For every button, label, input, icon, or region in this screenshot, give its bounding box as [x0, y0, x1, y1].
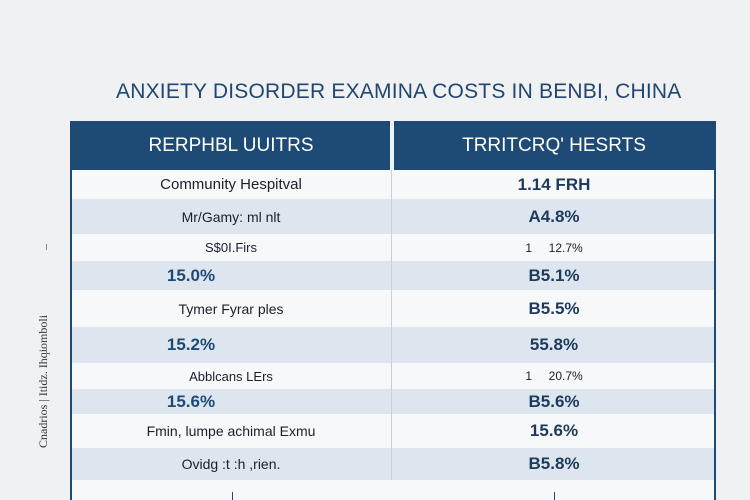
- table-row: 15.0% B5.1%: [72, 261, 714, 290]
- table-row: Abblcans LErs 1 20.7%: [72, 363, 714, 389]
- axis-tick: [46, 348, 47, 356]
- table-row: 15.2% 55.8%: [72, 327, 714, 363]
- column-separator: [391, 389, 392, 414]
- table-row-empty: [72, 480, 714, 500]
- row-label: Tymer Fyrar ples: [178, 300, 284, 317]
- column-separator: [391, 199, 392, 234]
- row-value: A4.8%: [528, 206, 580, 226]
- row-label: 15.0%: [166, 265, 216, 285]
- row-value: 1 20.7%: [525, 369, 583, 383]
- row-label: Abblcans LErs: [189, 368, 273, 384]
- table-row: Fmin, lumpe achimal Exmu 15.6%: [72, 414, 714, 448]
- row-value: B5.5%: [528, 298, 580, 318]
- column-separator: [391, 448, 392, 480]
- chart-title: ANXIETY DISORDER EXAMINA COSTS IN BENBI,…: [116, 80, 682, 103]
- row-value: B5.6%: [528, 391, 580, 411]
- column-separator: [391, 327, 392, 363]
- data-table: RERPHBL UUITRS TRRITCRQ' HESRTS Communit…: [70, 121, 716, 500]
- table-row: Community Hespitval 1.14 FRH: [72, 170, 714, 199]
- column-header-2: TRRITCRQ' HESRTS: [462, 135, 646, 156]
- row-value: B5.1%: [528, 265, 580, 285]
- row-label: 15.2%: [166, 335, 216, 354]
- column-separator: [391, 414, 392, 448]
- row-value: 1.14 FRH: [517, 174, 591, 194]
- row-label: Community Hespitval: [160, 176, 302, 193]
- row-value: 15.6%: [529, 421, 579, 440]
- column-separator: [391, 290, 392, 327]
- row-label: Mr/Gamy: ml nlt: [181, 208, 281, 225]
- bottom-tick: [232, 492, 233, 500]
- row-value: B5.8%: [528, 454, 580, 473]
- column-separator: [391, 261, 392, 290]
- table-row: Ovidg :t :h ,rien. B5.8%: [72, 448, 714, 480]
- table-row: 15.6% B5.6%: [72, 389, 714, 414]
- row-label: S$0I.Firs: [204, 240, 257, 255]
- table-row: S$0I.Firs 1 12.7%: [72, 234, 714, 261]
- table-header: RERPHBL UUITRS TRRITCRQ' HESRTS: [72, 121, 714, 170]
- column-separator: [391, 170, 392, 199]
- column-separator: [391, 363, 392, 389]
- row-label: Ovidg :t :h ,rien.: [181, 456, 281, 472]
- vertical-axis-label-text: Cnadrios | Itidz. Ihqiomboli: [36, 314, 50, 448]
- table-row: Mr/Gamy: ml nlt A4.8%: [72, 199, 714, 234]
- column-header-1: RERPHBL UUITRS: [148, 135, 314, 156]
- row-label: 15.6%: [166, 391, 216, 411]
- column-separator: [391, 234, 392, 261]
- axis-tick: [46, 244, 47, 250]
- bottom-tick: [554, 492, 555, 500]
- row-value: 1 12.7%: [525, 240, 583, 255]
- row-value: 55.8%: [529, 335, 579, 354]
- row-label: Fmin, lumpe achimal Exmu: [146, 423, 316, 439]
- table-row: Tymer Fyrar ples B5.5%: [72, 290, 714, 327]
- header-divider: [390, 121, 394, 170]
